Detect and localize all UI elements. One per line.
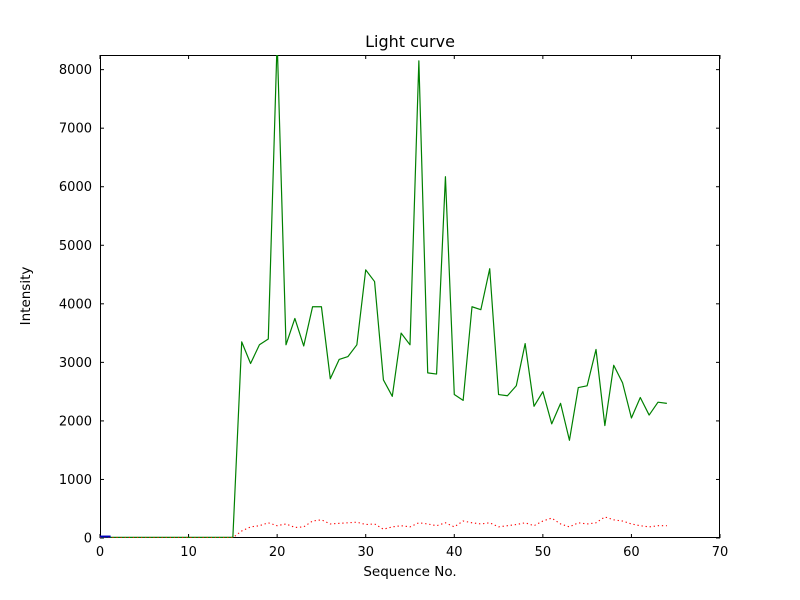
x-tick-label: 30 bbox=[357, 545, 374, 560]
y-tick-label: 1000 bbox=[59, 473, 92, 488]
y-tick-label: 4000 bbox=[59, 297, 92, 312]
y-tick-label: 5000 bbox=[59, 239, 92, 254]
x-axis-label: Sequence No. bbox=[363, 564, 457, 580]
series-background-red-dotted bbox=[100, 516, 667, 538]
x-tick-label: 0 bbox=[96, 545, 104, 560]
x-tick-label: 10 bbox=[180, 545, 197, 560]
x-tick-label: 70 bbox=[712, 545, 729, 560]
x-tick-label: 40 bbox=[446, 545, 463, 560]
plot-frame bbox=[100, 55, 720, 538]
x-tick-label: 50 bbox=[535, 545, 552, 560]
y-axis-label: Intensity bbox=[18, 266, 34, 326]
y-tick-label: 2000 bbox=[59, 414, 92, 429]
y-tick-label: 8000 bbox=[59, 63, 92, 78]
y-tick-label: 7000 bbox=[59, 122, 92, 137]
x-tick-label: 20 bbox=[269, 545, 286, 560]
chart-title: Light curve bbox=[365, 32, 455, 51]
y-tick-label: 0 bbox=[84, 532, 92, 547]
y-tick-label: 6000 bbox=[59, 180, 92, 195]
series-intensity-green bbox=[100, 55, 667, 538]
x-tick-label: 60 bbox=[623, 545, 640, 560]
y-tick-label: 3000 bbox=[59, 356, 92, 371]
